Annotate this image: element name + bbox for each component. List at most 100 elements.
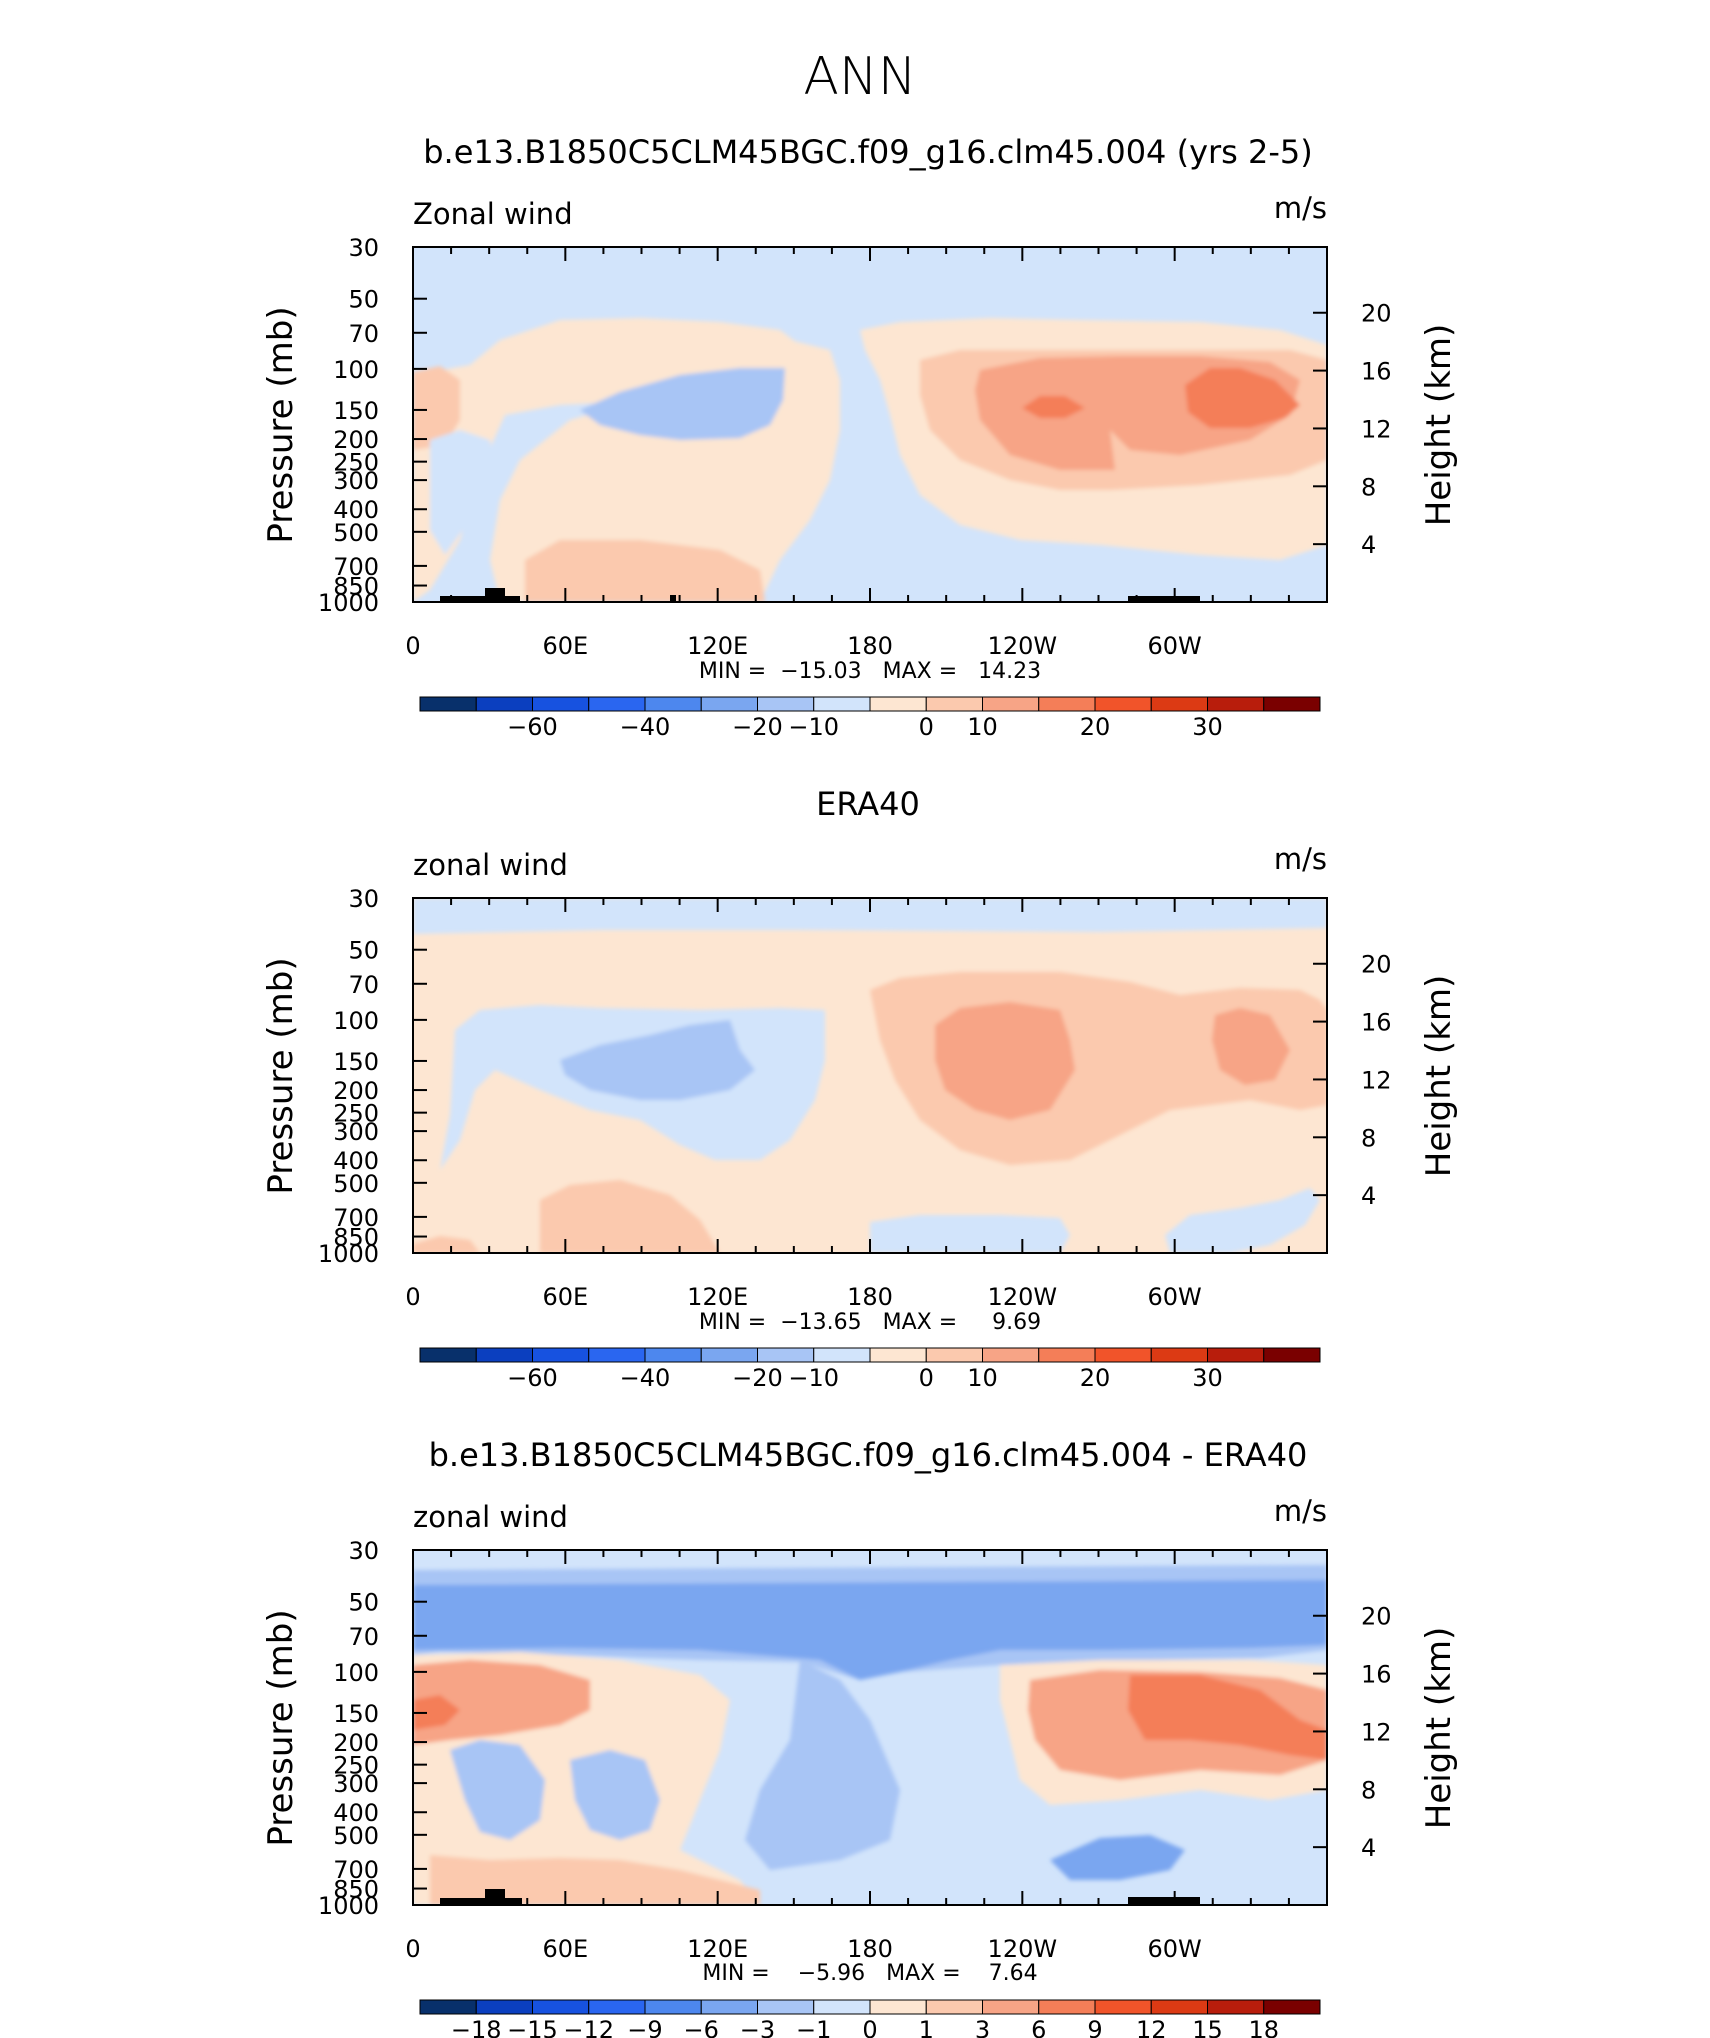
- field-label: zonal wind: [413, 848, 568, 882]
- y-tick-label: 50: [348, 1589, 379, 1617]
- contour-neg-1: [570, 1750, 660, 1840]
- y-tick-label: 70: [348, 971, 379, 999]
- y-tick-label: 850: [333, 1224, 379, 1252]
- colorbar-swatch: [1094, 1347, 1152, 1363]
- colorbar-swatch: [982, 696, 1040, 712]
- colorbar-swatch: [532, 1347, 590, 1363]
- x-tick-label: 120E: [687, 632, 748, 660]
- colorbar-swatch: [1038, 1999, 1096, 2015]
- panel-2: ERA40 zonal wind m/s 0 60E 120E 180 120W 60W 3…: [261, 785, 1459, 1392]
- y-tick-label: 400: [333, 1147, 379, 1175]
- contour-neg-5: [870, 1215, 1070, 1253]
- y2-tick-label: 12: [1361, 1066, 1392, 1094]
- stats-label: MIN = −15.03 MAX = 14.23: [699, 659, 1041, 684]
- colorbar-swatch: [1150, 1347, 1208, 1363]
- contour-pos-3: [413, 1660, 590, 1745]
- colorbar-swatch: [700, 1999, 758, 2015]
- contour-pos-5: [413, 1236, 480, 1253]
- colorbar-swatch: [532, 1999, 590, 2015]
- colorbar: −18 −15 −12 −9 −6 −3 −1 0 1 3 6 9 12 15 18: [419, 1999, 1321, 2038]
- x-tick-label: 0: [405, 1935, 420, 1963]
- y2-tick-label: 12: [1361, 1718, 1392, 1746]
- y2-tick-label: 16: [1361, 358, 1392, 386]
- contour-neg-5: [1165, 1188, 1320, 1253]
- contour-pos-5: [413, 366, 460, 450]
- orography: [670, 595, 676, 602]
- colorbar-swatch: [1263, 696, 1321, 712]
- colorbar-label: 3: [975, 2016, 990, 2038]
- colorbar-label: 9: [1087, 2016, 1102, 2038]
- contour-pos-1: [430, 1855, 760, 1905]
- colorbar-label: −40: [620, 1364, 671, 1392]
- colorbar-swatch: [644, 1347, 702, 1363]
- x-tick-label: 120W: [988, 632, 1058, 660]
- contour-neg-10: [580, 368, 785, 440]
- colorbar-label: −9: [627, 2016, 662, 2038]
- contour-neg-1: [745, 1660, 900, 1870]
- colorbar-swatch: [1207, 1347, 1265, 1363]
- panel-title: b.e13.B1850C5CLM45BGC.f09_g16.clm45.004 …: [423, 133, 1313, 171]
- colorbar-swatch: [588, 1999, 646, 2015]
- contour-neg-1: [450, 1740, 545, 1840]
- colorbar-swatch: [757, 696, 815, 712]
- x-tick-label: 60W: [1148, 1935, 1202, 1963]
- y2-tick-label: 20: [1361, 1603, 1392, 1631]
- colorbar-swatch: [925, 1999, 983, 2015]
- colorbar-label: 6: [1031, 2016, 1046, 2038]
- y-tick-label: 250: [333, 449, 379, 477]
- y-tick-label: 100: [333, 356, 379, 384]
- colorbar-swatch: [925, 1347, 983, 1363]
- colorbar-label: 0: [919, 713, 934, 741]
- x-tick-label: 120W: [988, 1283, 1058, 1311]
- colorbar-label: 15: [1192, 2016, 1223, 2038]
- colorbar-label: 0: [862, 2016, 877, 2038]
- y-tick-label: 500: [333, 1822, 379, 1850]
- contour-pos-15: [1022, 396, 1085, 418]
- x-tick-label: 120E: [687, 1935, 748, 1963]
- y2-tick-label: 8: [1361, 1124, 1376, 1152]
- y-tick-label: 30: [348, 234, 379, 262]
- x-tick-label: 180: [847, 632, 893, 660]
- y-tick-label: 850: [333, 1876, 379, 1904]
- colorbar-swatch: [588, 1347, 646, 1363]
- contour-pos-15: [1185, 368, 1300, 428]
- y2-tick-label: 4: [1361, 1834, 1376, 1862]
- y2-tick-label: 16: [1361, 1661, 1392, 1689]
- colorbar-swatch: [813, 1999, 871, 2015]
- colorbar-swatch: [419, 1347, 477, 1363]
- units-label: m/s: [1274, 1494, 1327, 1528]
- x-tick-label: 60W: [1148, 1283, 1202, 1311]
- colorbar-swatch: [1038, 696, 1096, 712]
- colorbar-label: 20: [1080, 1364, 1111, 1392]
- field-label: zonal wind: [413, 1500, 568, 1534]
- colorbar-swatch: [813, 696, 871, 712]
- y-tick-label: 30: [348, 1537, 379, 1565]
- colorbar-swatch: [813, 1347, 871, 1363]
- y-tick-label: 50: [348, 937, 379, 965]
- y2-tick-label: 20: [1361, 951, 1392, 979]
- y-tick-label: 700: [333, 1856, 379, 1884]
- colorbar-label: −60: [507, 1364, 558, 1392]
- colorbar-swatch: [1150, 696, 1208, 712]
- colorbar-swatch: [757, 1347, 815, 1363]
- colorbar-swatch: [869, 1999, 927, 2015]
- colorbar-swatch: [925, 696, 983, 712]
- colorbar-label: −10: [788, 713, 839, 741]
- contour-pos-5: [540, 1180, 720, 1253]
- x-tick-label: 120W: [988, 1935, 1058, 1963]
- colorbar-label: −18: [451, 2016, 502, 2038]
- panel-3: b.e13.B1850C5CLM45BGC.f09_g16.clm45.004 …: [261, 1436, 1459, 2038]
- panel-1: b.e13.B1850C5CLM45BGC.f09_g16.clm45.004 …: [261, 133, 1459, 741]
- contour-neg-5: [430, 430, 495, 555]
- colorbar-label: 10: [967, 713, 998, 741]
- contour-neg-5: [413, 898, 1327, 934]
- y-tick-label: 100: [333, 1007, 379, 1035]
- orography: [440, 596, 520, 602]
- colorbar-label: −3: [740, 2016, 775, 2038]
- y-tick-label: 150: [333, 1700, 379, 1728]
- colorbar-swatch: [644, 696, 702, 712]
- panel-title: b.e13.B1850C5CLM45BGC.f09_g16.clm45.004 …: [429, 1436, 1308, 1474]
- colorbar-label: 20: [1080, 713, 1111, 741]
- contour-field: [413, 247, 1327, 602]
- y2-axis-title: Height (km): [1419, 1627, 1459, 1830]
